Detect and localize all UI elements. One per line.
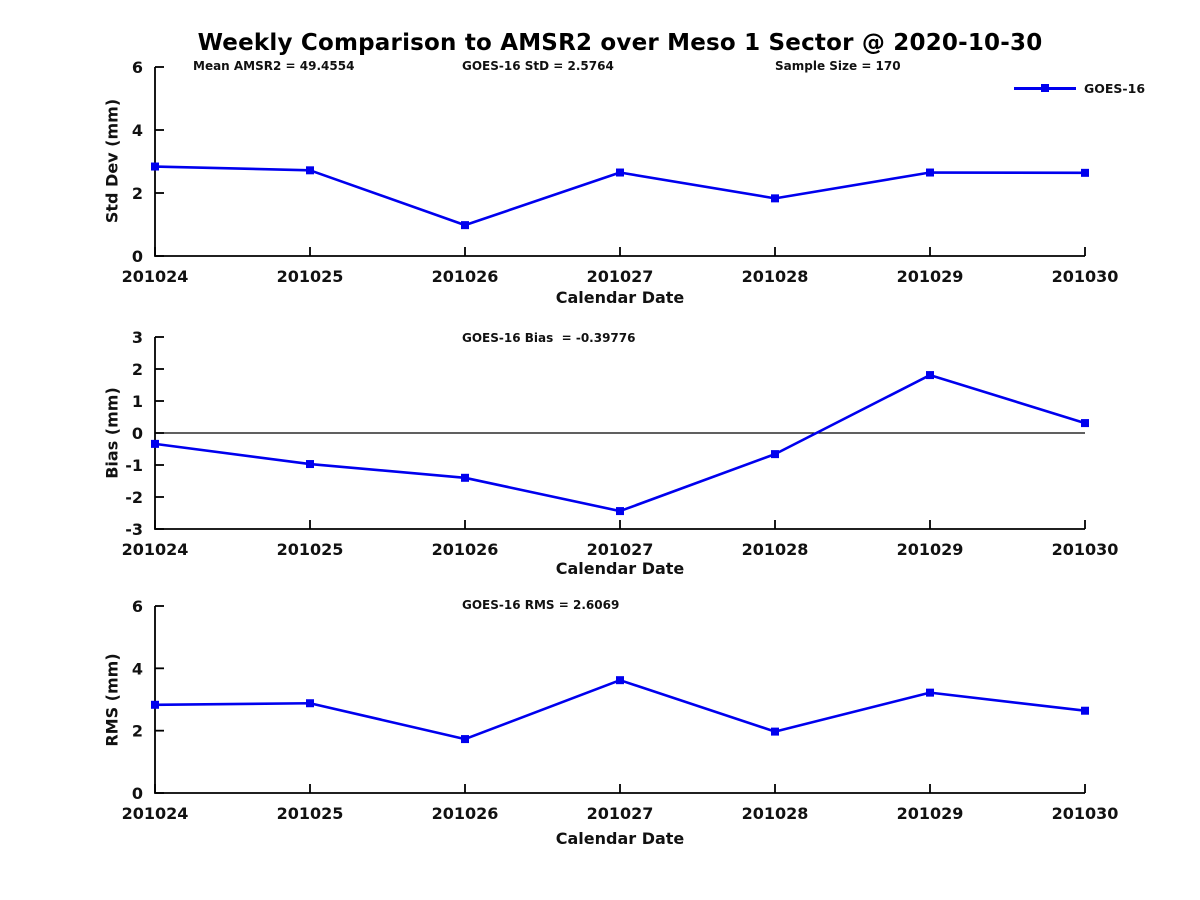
y-tick-label: 2 <box>132 722 143 741</box>
data-point-marker <box>151 439 159 448</box>
y-tick-label: -2 <box>125 488 143 507</box>
data-point-marker <box>771 727 779 736</box>
y-tick-label: 3 <box>132 328 143 347</box>
x-tick-label: 201030 <box>1052 267 1119 286</box>
bias-x-axis-label: Calendar Date <box>555 559 685 578</box>
data-point-marker <box>1081 419 1089 428</box>
sample-size-annotation: Sample Size = 170 <box>775 59 901 73</box>
data-point-marker <box>616 507 624 516</box>
x-tick-label: 201029 <box>897 540 964 559</box>
y-tick-label: 4 <box>132 659 143 678</box>
x-tick-label: 201030 <box>1052 540 1119 559</box>
x-tick-label: 201026 <box>432 804 499 823</box>
x-tick-label: 201027 <box>587 540 654 559</box>
x-tick-label: 201027 <box>587 804 654 823</box>
x-tick-label: 201025 <box>277 267 344 286</box>
data-point-marker <box>461 735 469 744</box>
data-point-marker <box>771 194 779 203</box>
y-tick-label: 6 <box>132 597 143 616</box>
axis-spine <box>154 606 1085 794</box>
goes16-bias-annotation: GOES-16 Bias = -0.39776 <box>462 331 636 345</box>
data-point-marker <box>151 700 159 709</box>
y-tick-label: -3 <box>125 520 143 539</box>
y-tick-label: 2 <box>132 184 143 203</box>
stddev-x-axis-label: Calendar Date <box>555 288 685 307</box>
bias-y-axis-label: Bias (mm) <box>102 387 122 479</box>
x-tick-label: 201025 <box>277 804 344 823</box>
data-line <box>154 373 1086 513</box>
data-point-marker <box>151 162 159 171</box>
legend-line-sample <box>1014 84 1076 92</box>
x-tick-label: 201026 <box>432 267 499 286</box>
data-point-marker <box>1081 168 1089 177</box>
x-tick-label: 201024 <box>122 804 189 823</box>
data-point-marker <box>771 450 779 459</box>
data-point-marker <box>926 371 934 380</box>
y-tick-label: 6 <box>132 58 143 77</box>
y-tick-label: 0 <box>132 424 143 443</box>
y-tick-label: 1 <box>132 392 143 411</box>
rms-y-axis-label: RMS (mm) <box>102 653 122 747</box>
goes16-rms-annotation: GOES-16 RMS = 2.6069 <box>462 598 620 612</box>
x-tick-label: 201029 <box>897 804 964 823</box>
y-tick-label: 0 <box>132 247 143 266</box>
data-point-marker <box>616 168 624 177</box>
axis-spine <box>154 67 1085 257</box>
mean-amsr2-annotation: Mean AMSR2 = 49.4554 <box>193 59 355 73</box>
y-tick-label: 2 <box>132 360 143 379</box>
x-tick-label: 201030 <box>1052 804 1119 823</box>
data-point-marker <box>306 460 314 469</box>
stddev-y-axis-label: Std Dev (mm) <box>102 98 122 224</box>
goes16-std-annotation: GOES-16 StD = 2.5764 <box>462 59 614 73</box>
rms-x-axis-label: Calendar Date <box>555 829 685 848</box>
data-line <box>154 678 1086 741</box>
legend-label: GOES-16 <box>1084 80 1146 96</box>
legend-square-marker-icon <box>1041 84 1049 92</box>
data-point-marker <box>926 168 934 177</box>
x-tick-label: 201026 <box>432 540 499 559</box>
legend: GOES-16 <box>1014 80 1145 96</box>
figure-title: Weekly Comparison to AMSR2 over Meso 1 S… <box>197 30 1043 56</box>
data-point-marker <box>306 699 314 708</box>
x-tick-label: 201028 <box>742 540 809 559</box>
y-tick-label: 0 <box>132 784 143 803</box>
data-point-marker <box>306 166 314 175</box>
x-tick-label: 201028 <box>742 804 809 823</box>
x-tick-label: 201028 <box>742 267 809 286</box>
data-point-marker <box>461 221 469 230</box>
data-point-marker <box>1081 706 1089 715</box>
y-tick-label: 4 <box>132 121 143 140</box>
x-tick-label: 201024 <box>122 267 189 286</box>
data-point-marker <box>926 688 934 697</box>
x-tick-label: 201025 <box>277 540 344 559</box>
x-tick-label: 201029 <box>897 267 964 286</box>
x-tick-label: 201027 <box>587 267 654 286</box>
data-point-marker <box>616 676 624 685</box>
x-tick-label: 201024 <box>122 540 189 559</box>
data-point-marker <box>461 473 469 482</box>
y-tick-label: -1 <box>125 456 143 475</box>
